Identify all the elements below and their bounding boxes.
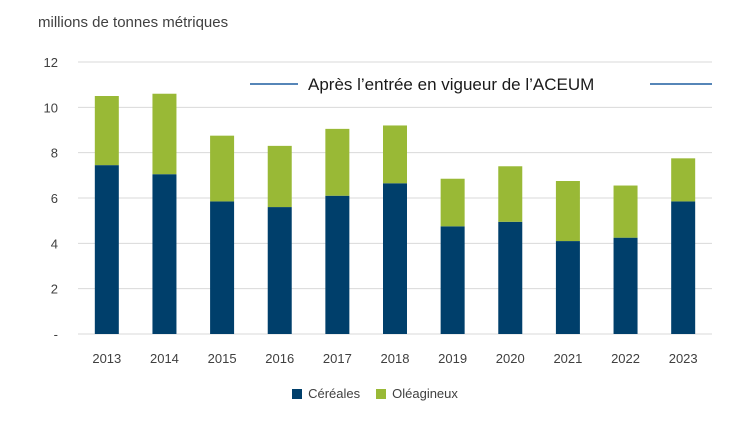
legend-label-oleagineux: Oléagineux [392,386,458,401]
bar-oleagineux-2014 [152,93,177,175]
x-axis-ticks: 2013 2014 2015 2016 2017 2018 2019 2020 2021 2022… [92,351,697,366]
annotation-text: Après l’entrée en vigueur de l’ACEUM [308,75,594,94]
bar-cereales-2023 [671,201,696,334]
bar-oleagineux-2021 [555,181,580,242]
bar-oleagineux-2017 [325,128,350,196]
bar-oleagineux-2018 [383,125,407,184]
y-tick-label: - [54,327,58,342]
bar-cereales-2015 [210,201,235,334]
y-tick-label: 12 [44,55,58,70]
x-tick-label: 2017 [323,351,352,366]
bar-cereales-2022 [613,237,638,334]
legend-item-oleagineux: Oléagineux [376,386,458,401]
y-tick-label: 10 [44,100,58,115]
legend-item-cereales: Céréales [292,386,360,401]
bar-cereales-2014 [152,174,177,334]
bar-cereales-2013 [94,165,119,334]
x-tick-label: 2022 [611,351,640,366]
bar-cereales-2021 [555,241,580,334]
x-tick-label: 2013 [92,351,121,366]
bar-oleagineux-2015 [210,135,235,202]
bars [94,93,696,334]
legend: Céréales Oléagineux [0,386,750,401]
y-tick-label: 4 [51,236,58,251]
x-tick-label: 2021 [553,351,582,366]
bar-cereales-2016 [267,207,292,334]
bar-cereales-2019 [440,226,465,334]
x-tick-label: 2018 [381,351,410,366]
legend-swatch-cereales [292,388,303,399]
x-tick-label: 2016 [265,351,294,366]
x-tick-label: 2020 [496,351,525,366]
bar-oleagineux-2016 [267,145,292,208]
y-tick-label: 2 [51,282,58,297]
y-axis-unit-label: millions de tonnes métriques [38,14,229,31]
bar-cereales-2017 [325,195,350,334]
legend-swatch-oleagineux [376,388,387,399]
bar-oleagineux-2020 [498,166,523,222]
bar-oleagineux-2023 [671,158,696,202]
x-tick-label: 2019 [438,351,467,366]
x-tick-label: 2023 [669,351,698,366]
bar-oleagineux-2013 [94,96,119,166]
bar-oleagineux-2019 [440,178,465,227]
x-tick-label: 2015 [208,351,237,366]
y-tick-label: 6 [51,191,58,206]
y-tick-label: 8 [51,146,58,161]
x-tick-label: 2014 [150,351,179,366]
legend-label-cereales: Céréales [308,386,361,401]
bar-cereales-2020 [498,221,523,334]
annotation: Après l’entrée en vigueur de l’ACEUM [250,75,712,94]
bar-cereales-2018 [383,183,407,334]
bar-oleagineux-2022 [613,185,638,238]
y-axis-ticks: - 2 4 6 8 10 12 [44,55,58,342]
